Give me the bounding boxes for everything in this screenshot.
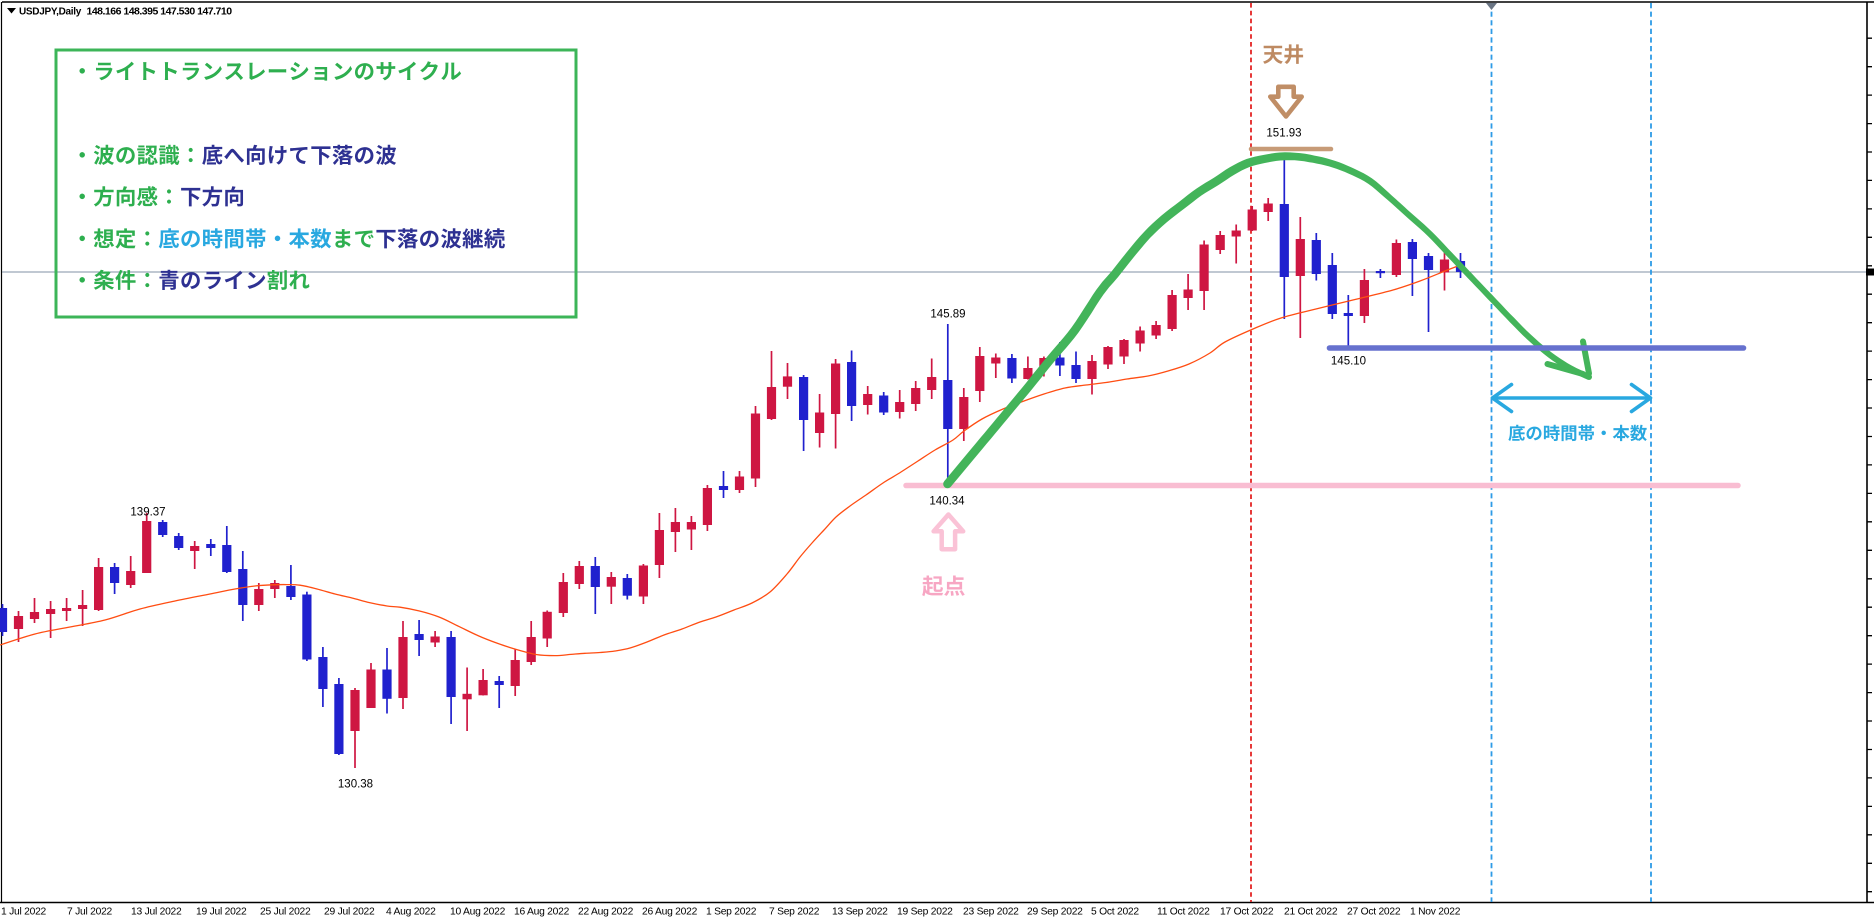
- svg-text:23 Sep 2022: 23 Sep 2022: [963, 907, 1019, 918]
- svg-text:25 Jul 2022: 25 Jul 2022: [260, 907, 311, 918]
- svg-text:USDJPY,Daily: USDJPY,Daily: [19, 7, 82, 18]
- svg-text:26 Aug 2022: 26 Aug 2022: [642, 907, 698, 918]
- svg-text:21 Oct 2022: 21 Oct 2022: [1284, 907, 1338, 918]
- svg-text:19 Jul 2022: 19 Jul 2022: [196, 907, 247, 918]
- svg-text:16 Aug 2022: 16 Aug 2022: [514, 907, 570, 918]
- svg-text:13 Sep 2022: 13 Sep 2022: [832, 907, 888, 918]
- svg-text:145.89: 145.89: [930, 309, 965, 321]
- svg-text:1 Sep 2022: 1 Sep 2022: [706, 907, 757, 918]
- svg-text:13 Jul 2022: 13 Jul 2022: [131, 907, 182, 918]
- svg-text:7 Jul 2022: 7 Jul 2022: [67, 907, 113, 918]
- svg-text:5 Oct 2022: 5 Oct 2022: [1091, 907, 1139, 918]
- svg-text:140.34: 140.34: [929, 496, 965, 508]
- svg-text:151.93: 151.93: [1266, 128, 1301, 140]
- svg-text:130.38: 130.38: [338, 779, 373, 791]
- svg-text:19 Sep 2022: 19 Sep 2022: [897, 907, 953, 918]
- svg-text:139.37: 139.37: [130, 507, 165, 519]
- svg-text:1 Jul 2022: 1 Jul 2022: [1, 907, 47, 918]
- svg-text:4 Aug 2022: 4 Aug 2022: [386, 907, 436, 918]
- svg-text:11 Oct 2022: 11 Oct 2022: [1157, 907, 1210, 918]
- svg-text:29 Sep 2022: 29 Sep 2022: [1027, 907, 1083, 918]
- svg-text:1 Nov 2022: 1 Nov 2022: [1410, 907, 1461, 918]
- svg-text:27 Oct 2022: 27 Oct 2022: [1347, 907, 1401, 918]
- svg-text:145.10: 145.10: [1331, 356, 1366, 368]
- svg-text:22 Aug 2022: 22 Aug 2022: [578, 907, 634, 918]
- svg-text:17 Oct 2022: 17 Oct 2022: [1220, 907, 1274, 918]
- svg-text:148.166 148.395 147.530 147.71: 148.166 148.395 147.530 147.710: [87, 6, 233, 18]
- svg-text:10 Aug 2022: 10 Aug 2022: [450, 907, 506, 918]
- svg-text:7 Sep 2022: 7 Sep 2022: [769, 907, 820, 918]
- svg-text:29 Jul 2022: 29 Jul 2022: [324, 907, 375, 918]
